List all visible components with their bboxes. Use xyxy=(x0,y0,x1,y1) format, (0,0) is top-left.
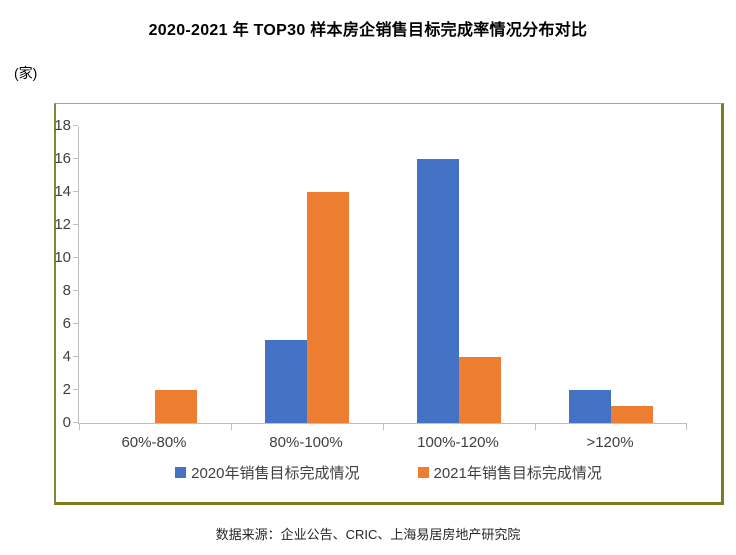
y-tick xyxy=(73,323,78,324)
legend-item: 2020年销售目标完成情况 xyxy=(175,462,360,483)
y-tick-label: 18 xyxy=(54,117,71,134)
y-tick-label: 2 xyxy=(62,381,71,398)
chart-frame: 0 2 4 6 8 10 12 14 16 18 60%-80% 80%-100% 100%-120%… xyxy=(54,103,724,505)
plot-area: 0 2 4 6 8 10 12 14 16 18 xyxy=(54,117,687,431)
bar-2020年-80%-100% xyxy=(265,340,307,423)
x-tick xyxy=(383,424,384,430)
y-tick xyxy=(73,257,78,258)
chart-title: 2020-2021 年 TOP30 样本房企销售目标完成率情况分布对比 xyxy=(148,22,588,39)
category-group xyxy=(383,126,535,423)
bar-2021年-100%-120% xyxy=(459,357,501,423)
bar-2021年-80%-100% xyxy=(307,192,349,423)
y-tick-label: 6 xyxy=(62,315,71,332)
data-source-note: 数据来源：企业公告、CRIC、上海易居房地产研究院 xyxy=(215,527,521,542)
x-tick xyxy=(686,424,687,430)
category-group xyxy=(79,126,231,423)
legend-label: 2020年销售目标完成情况 xyxy=(191,465,360,482)
y-axis-unit-label: (家) xyxy=(14,65,38,81)
y-tick-label: 8 xyxy=(62,282,71,299)
x-category-label: >120% xyxy=(586,434,634,451)
x-tick xyxy=(535,424,536,430)
category-group xyxy=(535,126,687,423)
x-tick xyxy=(79,424,80,430)
y-tick xyxy=(73,125,78,126)
y-tick xyxy=(73,158,78,159)
legend-item: 2021年销售目标完成情况 xyxy=(417,462,602,483)
x-category-label: 100%-120% xyxy=(417,434,499,451)
legend-label: 2021年销售目标完成情况 xyxy=(433,465,602,482)
bar-2020年->120% xyxy=(569,390,611,423)
legend-swatch-icon xyxy=(417,467,429,478)
y-tick-label: 16 xyxy=(54,150,71,167)
y-tick-label: 0 xyxy=(62,414,71,431)
x-tick xyxy=(231,424,232,430)
y-tick xyxy=(73,356,78,357)
y-tick xyxy=(73,389,78,390)
y-tick-label: 12 xyxy=(54,216,71,233)
y-tick xyxy=(73,290,78,291)
x-category-label: 80%-100% xyxy=(269,434,343,451)
y-tick-label: 14 xyxy=(54,183,71,200)
x-axis-labels: 60%-80% 80%-100% 100%-120% >120% xyxy=(78,434,686,451)
bar-2020年-100%-120% xyxy=(417,159,459,423)
x-category-label: 60%-80% xyxy=(121,434,187,451)
y-tick xyxy=(73,191,78,192)
legend-swatch-icon xyxy=(175,467,187,478)
bar-2021年-60%-80% xyxy=(155,390,197,423)
y-tick xyxy=(73,422,78,423)
y-tick xyxy=(73,224,78,225)
bar-2021年->120% xyxy=(611,406,653,423)
y-tick-label: 10 xyxy=(54,249,71,266)
category-group xyxy=(231,126,383,423)
legend: 2020年销售目标完成情况 2021年销售目标完成情况 xyxy=(56,462,721,483)
y-tick-label: 4 xyxy=(62,348,71,365)
